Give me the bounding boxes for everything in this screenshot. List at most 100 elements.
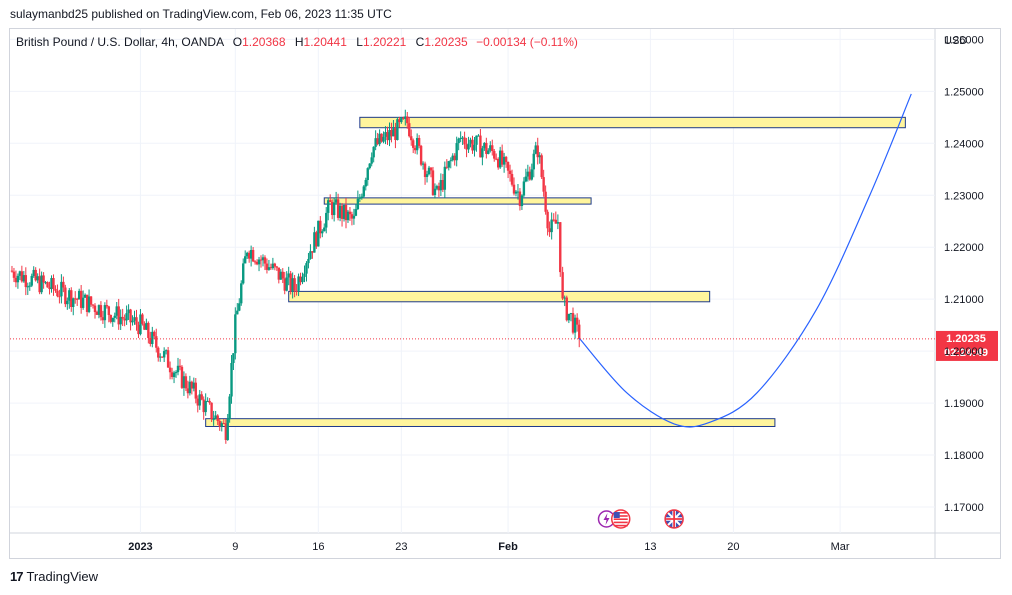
candle-body [404,116,407,119]
candle-body [522,181,526,196]
candle-body [101,317,105,321]
candle-body [117,306,120,325]
candle-body [178,365,182,367]
candle-body [388,130,391,141]
currency-label: USD [944,35,967,47]
candle-body [512,184,516,194]
candle-body [498,150,502,168]
candle-body [459,138,462,140]
candle-body [113,315,116,318]
candle-body [176,365,180,373]
candle-body [410,136,413,141]
candle-body [346,211,350,221]
tradingview-logo-icon: 17 [10,569,24,584]
y-tick-label: 1.18000 [944,450,984,462]
candle-body [390,130,393,137]
candle-body [546,211,549,229]
candle-body [510,174,514,185]
candle-body [441,179,445,190]
time-axis: 2023 9 16 23 Feb 13 20 Mar [128,541,850,553]
candle-body [70,290,73,307]
candle-body [559,222,562,273]
candle-body [263,257,267,264]
candle-body [425,174,429,178]
tradingview-logo[interactable]: 17 TradingView [10,569,98,584]
candle-body [518,191,522,207]
ohlc-legend: British Pound / U.S. Dollar, 4h, OANDA O… [16,35,578,49]
low-label: L [356,35,363,49]
candle-body [204,401,207,413]
candle-body [267,267,271,270]
candle-body [155,336,158,348]
x-tick-label: Mar [831,541,850,553]
low-value: 1.20221 [362,35,407,49]
candle-body [139,314,142,335]
candle-body [224,423,228,440]
candle-body [534,145,537,154]
candle-body [74,298,77,300]
candle-body [348,211,352,215]
y-tick-label: 1.19000 [944,398,984,410]
candle-body [321,231,324,234]
candle-body [526,171,530,177]
symbol-title[interactable]: British Pound / U.S. Dollar, 4h, OANDA [16,35,224,49]
us-flag-event-icon[interactable] [610,509,631,529]
candle-body [508,170,512,175]
candle-body [372,146,375,158]
candle-body [16,275,20,283]
candle-body [196,398,199,406]
zone-rect [205,418,776,427]
candle-body [406,116,409,124]
candle-body [129,309,132,323]
candle-body [307,258,310,264]
candle-body [34,269,37,281]
candle-body [457,138,460,144]
y-tick-label: 1.24000 [944,138,984,150]
candle-body [431,170,435,195]
candle-body [538,155,541,158]
y-tick-label: 1.21000 [944,294,984,306]
candle-body [382,136,385,142]
candle-body [327,200,330,213]
candle-body [42,275,45,283]
uk-flag-event-icon[interactable] [664,509,684,529]
candle-body [578,324,581,339]
close-label: C [415,35,425,49]
candle-body [95,312,99,315]
candle-body [445,166,449,168]
candle-body [299,276,302,283]
candle-body [216,415,219,421]
candle-body [309,251,312,259]
candle-body [366,168,369,181]
candle-body [83,294,87,298]
candle-body [257,259,261,265]
candle-body [443,166,447,190]
candle-body [206,400,209,402]
candle-body [240,283,243,304]
candle-body [30,275,33,286]
candle-body [259,259,263,261]
candlesticks [10,109,581,444]
candle-body [303,273,306,277]
x-tick-label: 2023 [128,541,152,553]
candle-body [44,282,47,284]
candle-body [489,145,492,151]
candle-body [394,128,397,141]
candle-body [362,186,365,197]
candle-body [398,119,401,123]
projection-path [578,93,912,428]
candle-body [54,288,57,291]
x-tick-label: 23 [395,541,407,553]
candle-body [279,271,282,280]
open-value: 1.20368 [242,35,286,49]
candle-body [439,179,443,191]
candle-body [287,273,290,278]
candle-body [151,331,154,344]
candle-body [251,249,255,262]
candle-body [228,396,231,420]
candle-body [332,202,336,216]
candle-body [415,138,419,151]
candle-body [313,232,316,253]
candle-body [400,117,403,123]
